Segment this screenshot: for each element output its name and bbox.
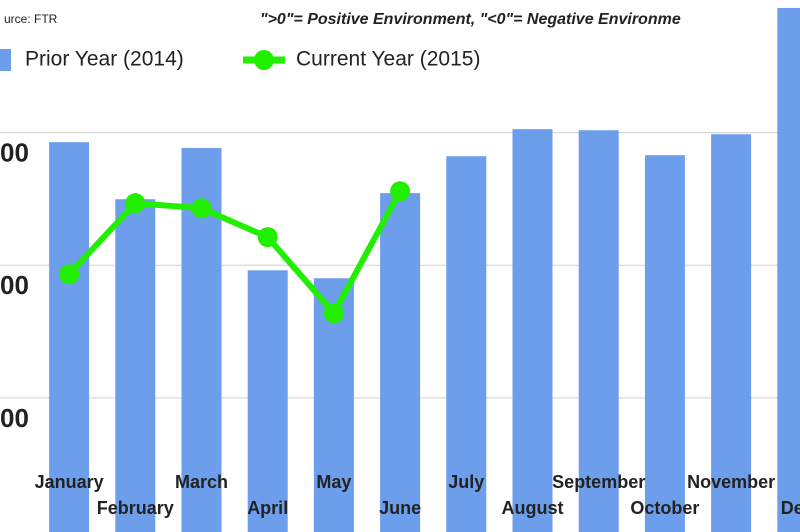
bar: [512, 129, 553, 532]
x-tick-label: October: [630, 498, 699, 518]
bar: [711, 134, 752, 532]
bar: [115, 199, 156, 532]
x-tick-label: July: [448, 472, 484, 492]
bar: [578, 130, 619, 532]
legend-label: Current Year (2015): [296, 48, 480, 71]
x-tick-label: February: [97, 498, 174, 518]
x-tick-label: June: [379, 498, 421, 518]
x-tick-label: January: [35, 472, 104, 492]
x-tick-label: August: [502, 498, 564, 518]
source: urce: FTR: [4, 12, 58, 26]
y-tick-label: 00: [0, 138, 29, 168]
annotation: ">0"= Positive Environment, "<0"= Negati…: [260, 11, 681, 28]
line-point: [323, 303, 344, 324]
line-point: [59, 264, 80, 285]
x-tick-label: March: [175, 472, 228, 492]
x-tick-label: November: [687, 472, 775, 492]
bar: [446, 156, 487, 532]
x-tick-label: Dec: [781, 498, 800, 518]
bar: [777, 7, 800, 532]
legend-swatch: [254, 50, 274, 70]
legend-label: Prior Year (2014): [25, 48, 184, 71]
line-point: [390, 181, 411, 202]
y-tick-label: 00: [0, 403, 29, 433]
x-tick-label: May: [316, 472, 351, 492]
line-point: [125, 193, 146, 214]
legend-swatch: [0, 49, 11, 71]
line: [66, 189, 403, 317]
bar: [49, 142, 90, 532]
x-tick-label: April: [247, 498, 288, 518]
x-tick-label: September: [552, 472, 645, 492]
bar: [247, 270, 288, 532]
bar: [644, 155, 685, 532]
y-tick-label: 00: [0, 270, 29, 300]
bar: [380, 193, 421, 532]
line-point: [191, 198, 212, 219]
line-point: [257, 227, 278, 248]
